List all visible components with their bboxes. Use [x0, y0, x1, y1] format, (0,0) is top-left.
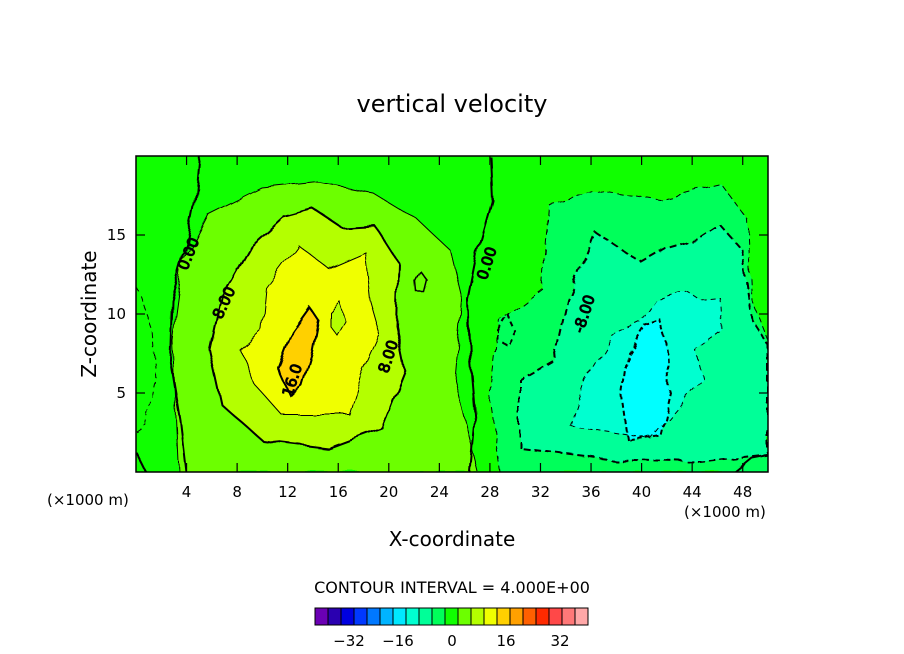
contour-pos-4 — [171, 181, 479, 472]
colorbar-swatch — [340, 607, 355, 626]
colorbar-swatch — [535, 607, 550, 626]
x-tick-label: 40 — [632, 483, 651, 501]
colorbar-swatch — [496, 607, 511, 626]
chart-title: vertical velocity — [357, 90, 548, 118]
y-axis-label: Z-coordinate — [77, 250, 101, 377]
x-tick-label: 28 — [480, 483, 499, 501]
x-tick-label: 36 — [581, 483, 600, 501]
colorbar-swatch — [574, 607, 589, 626]
colorbar-swatch — [431, 607, 446, 626]
x-tick-label: 44 — [683, 483, 702, 501]
colorbar-swatch — [444, 607, 459, 626]
y-tick-labels: 5 10 15 — [107, 226, 126, 402]
colorbar-tick-label: 32 — [550, 632, 569, 650]
colorbar-swatch — [366, 607, 381, 626]
fill-level-12-small — [330, 302, 346, 336]
colorbar-swatch — [405, 607, 420, 626]
x-tick-label: 32 — [531, 483, 550, 501]
colorbar-swatch — [470, 607, 485, 626]
colorbar-swatch — [522, 607, 537, 626]
y-tick-label: 10 — [107, 305, 126, 323]
colorbar — [314, 607, 589, 626]
x-tick-label: 48 — [733, 483, 752, 501]
colorbar-swatch — [457, 607, 472, 626]
x-tick-label: 12 — [278, 483, 297, 501]
y-tick-label: 15 — [107, 226, 126, 244]
x-tick-label: 20 — [379, 483, 398, 501]
colorbar-swatch — [353, 607, 368, 626]
contour-zero-bottom-right — [734, 454, 768, 472]
x-axis-label: X-coordinate — [389, 527, 516, 551]
fill-level-neg-12-small — [696, 300, 722, 336]
contour-neg-12 — [569, 291, 723, 439]
colorbar-swatch — [509, 607, 524, 626]
contour-pos-12 — [239, 244, 381, 416]
contour-pos-8 — [208, 206, 407, 450]
colorbar-swatch — [483, 607, 498, 626]
colorbar-swatch — [379, 607, 394, 626]
x-tick-label: 8 — [232, 483, 242, 501]
axis-ticks — [136, 156, 768, 472]
x-tick-labels: 4 8 12 16 20 24 28 32 36 40 44 48 — [182, 483, 752, 501]
colorbar-tick-label: 16 — [496, 632, 515, 650]
fill-level-neg-16 — [622, 320, 670, 440]
colorbar-tick-labels: −32 −16 0 16 32 — [333, 632, 569, 650]
colorbar-swatch — [548, 607, 563, 626]
x-tick-label: 24 — [430, 483, 449, 501]
colorbar-swatch — [314, 607, 329, 626]
contour-pos-16 — [276, 306, 320, 397]
x-tick-label: 4 — [182, 483, 192, 501]
contour-zero-left — [168, 156, 201, 472]
contour-zero-bottom-left — [136, 451, 147, 472]
contour-neg-16 — [620, 318, 672, 442]
colorbar-swatch — [392, 607, 407, 626]
contour-neg-4-left-edge — [136, 284, 157, 433]
contour-small-loop-b — [415, 270, 428, 293]
colorbar-tick-label: −32 — [333, 632, 365, 650]
contour-interval-label: CONTOUR INTERVAL = 4.000E+00 — [314, 578, 590, 597]
contour-fills — [136, 156, 768, 472]
fill-level-16 — [278, 308, 318, 395]
contour-neg-8 — [519, 223, 768, 464]
colorbar-tick-label: −16 — [382, 632, 414, 650]
contour-zero-right — [466, 156, 494, 472]
colorbar-swatch — [561, 607, 576, 626]
colorbar-swatch — [327, 607, 342, 626]
y-tick-label: 5 — [116, 384, 126, 402]
x-unit-right-label: (×1000 m) — [684, 503, 766, 521]
contour-small-loop-a — [329, 301, 347, 337]
contour-neg-4 — [489, 184, 768, 472]
contour-neg-8-loop — [497, 312, 518, 347]
x-unit-left-label: (×1000 m) — [47, 491, 129, 509]
x-tick-label: 16 — [329, 483, 348, 501]
colorbar-swatch — [418, 607, 433, 626]
colorbar-tick-label: 0 — [447, 632, 457, 650]
